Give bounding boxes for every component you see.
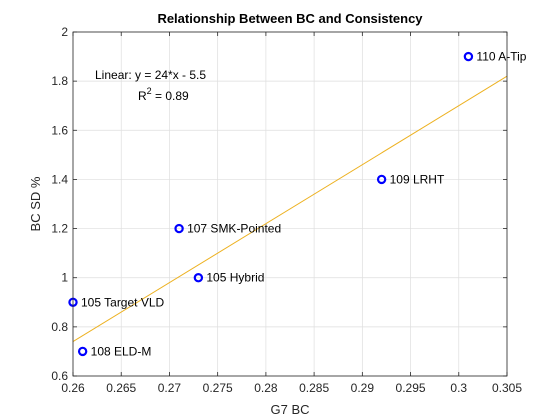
data-point [193, 273, 204, 283]
x-axis-label: G7 BC [270, 402, 309, 417]
r2-superscript: 2 [147, 86, 152, 96]
y-axis-label: BC SD % [28, 176, 43, 231]
data-point-label: 108 ELD-M [91, 344, 152, 358]
plot-background [73, 32, 507, 376]
x-tick-label: 0.3 [450, 381, 467, 395]
data-point-label: 105 Hybrid [206, 271, 264, 285]
data-point-label: 109 LRHT [390, 172, 445, 186]
y-tick-label: 1.8 [51, 74, 68, 88]
x-tick-label: 0.295 [396, 381, 426, 395]
chart-title: Relationship Between BC and Consistency [157, 11, 423, 26]
r2-base: R [138, 89, 147, 103]
x-tick-label: 0.27 [158, 381, 182, 395]
axes [72, 31, 508, 377]
y-tick-label: 1.4 [51, 172, 68, 186]
fit-line [72, 75, 508, 343]
data-point [174, 223, 184, 234]
x-tick-label: 0.285 [299, 381, 329, 395]
fit-equation: Linear: y = 24*x - 5.5 [95, 68, 206, 82]
data-point [376, 174, 387, 185]
x-tick-label: 0.26 [61, 381, 85, 395]
data-point-label: 110 A-Tip [476, 50, 526, 64]
y-tick-label: 1.2 [51, 222, 68, 236]
y-tick-label: 1.6 [51, 123, 68, 137]
data-point-label: 107 SMK-Pointed [187, 222, 281, 236]
x-tick-label: 0.29 [351, 381, 375, 395]
axes-box [72, 31, 508, 377]
x-tick-label: 0.305 [492, 381, 522, 395]
y-tick-label: 1 [61, 271, 68, 285]
ticks: 0.26 0.265 0.27 0.275 0.28 0.285 0.29 0.295 0.3 0… [51, 25, 522, 395]
r2-value: = 0.89 [152, 89, 189, 103]
data-point [77, 346, 88, 357]
x-tick-label: 0.275 [203, 381, 233, 395]
y-tick-label: 0.8 [51, 320, 68, 334]
data-point-label: 105 Target VLD [81, 295, 165, 309]
y-tick-label: 2 [61, 25, 68, 39]
data-point [463, 51, 474, 62]
fit-line-group [72, 75, 508, 343]
data-points: 110 A-Tip 109 LRHT 107 SMK-Pointed 105 Hybr… [68, 50, 527, 358]
fit-r-squared: R2 = 0.89 [138, 86, 189, 103]
x-tick-label: 0.28 [254, 381, 278, 395]
x-tick-label: 0.265 [106, 381, 136, 395]
y-tick-label: 0.6 [51, 369, 68, 383]
